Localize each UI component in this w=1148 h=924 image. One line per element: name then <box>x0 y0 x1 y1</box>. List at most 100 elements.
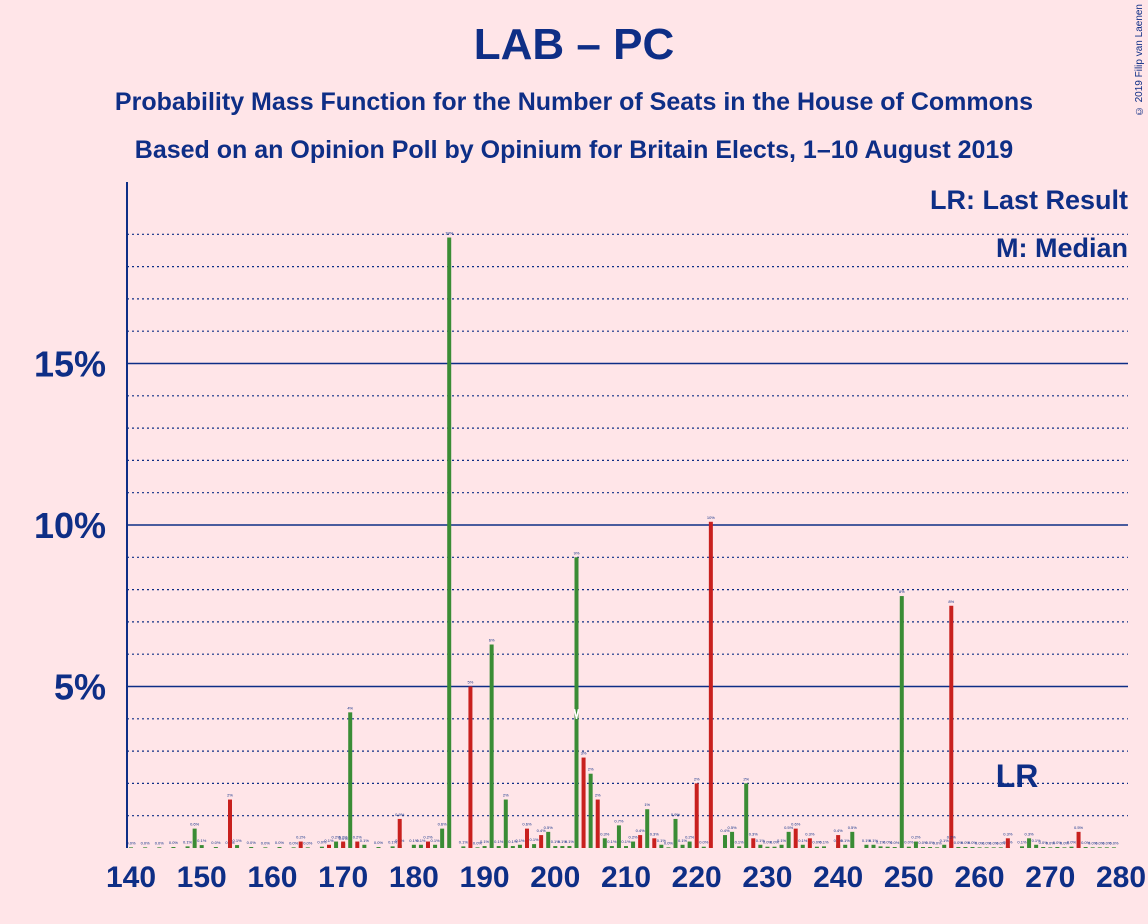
bar <box>631 841 636 848</box>
bar <box>730 831 735 848</box>
bar <box>1083 847 1088 848</box>
bar-value-label: 0.0% <box>904 840 914 845</box>
bar <box>645 809 650 848</box>
bar <box>956 847 961 848</box>
bar-value-label: 0.2% <box>332 835 342 840</box>
bar <box>1005 838 1010 848</box>
bar-value-label: 0.1% <box>551 839 561 844</box>
bar-value-label: 0.0% <box>275 840 285 845</box>
bar <box>673 818 678 848</box>
bar-value-label: 0.1% <box>431 838 441 843</box>
bar <box>418 844 423 848</box>
bar <box>913 841 918 848</box>
bar <box>779 844 784 848</box>
bar <box>192 828 197 848</box>
bar <box>341 841 346 848</box>
bar <box>143 847 148 848</box>
bar-value-label: 0.9% <box>395 812 405 817</box>
bar-value-label: 5% <box>468 680 474 685</box>
bar-value-label: 0.1% <box>777 838 787 843</box>
bar-value-label: 0.3% <box>600 831 610 836</box>
bar-value-label: 0.0% <box>763 840 773 845</box>
bar-value-label: 0.1% <box>558 839 568 844</box>
bar <box>616 825 621 848</box>
bar <box>319 846 324 848</box>
bar <box>991 847 996 848</box>
bar-value-label: 0.1% <box>515 838 525 843</box>
x-tick-label: 180 <box>389 861 439 894</box>
bar-value-label: 0.0% <box>261 840 271 845</box>
bar-value-label: 0.0% <box>975 840 985 845</box>
bar-value-label: 0.0% <box>211 840 221 845</box>
bar-value-label: 0.0% <box>289 840 299 845</box>
bar <box>581 757 586 848</box>
bar-value-label: 0.0% <box>968 840 978 845</box>
bar-value-label: 0.0% <box>1046 840 1056 845</box>
bar <box>1019 846 1024 848</box>
bar-value-label: 0.5% <box>1074 825 1084 830</box>
bar-value-label: 9% <box>574 550 580 555</box>
bar <box>906 846 911 848</box>
bar <box>235 845 240 848</box>
bar <box>814 846 819 848</box>
chart-subtitle-1: Probability Mass Function for the Number… <box>114 88 1034 116</box>
bar-value-label: 0.6% <box>438 822 448 827</box>
bar <box>157 847 162 848</box>
bar-value-label: 10% <box>707 515 715 520</box>
bar-value-label: 0.1% <box>735 839 745 844</box>
bar <box>850 831 855 848</box>
bar-value-label: 0.1% <box>183 839 193 844</box>
bar <box>836 835 841 848</box>
bar <box>595 799 600 848</box>
bar-value-label: 0.5% <box>784 825 794 830</box>
bar-value-label: 0.0% <box>141 840 151 845</box>
bar-value-label: 0.0% <box>918 840 928 845</box>
bar-value-label: 0.0% <box>890 840 900 845</box>
bar-value-label: 0.0% <box>374 840 384 845</box>
bar <box>744 783 749 848</box>
bar-value-label: 0.2% <box>947 835 957 840</box>
bar-value-label: 0.5% <box>728 825 738 830</box>
bar-value-label: 0.0% <box>1053 840 1063 845</box>
bar <box>546 831 551 848</box>
bar <box>1034 844 1039 848</box>
bar <box>963 847 968 848</box>
bar <box>871 844 876 848</box>
chart-title: LAB – PC <box>473 20 675 69</box>
bar-value-label: 0.2% <box>296 835 306 840</box>
bar <box>213 847 218 848</box>
bar <box>326 844 331 848</box>
bar-value-label: 0.5% <box>544 825 554 830</box>
bar-value-label: 0.0% <box>1109 840 1119 845</box>
bar-value-label: 0.0% <box>169 840 179 845</box>
bar-value-label: 0.0% <box>933 840 943 845</box>
bar-value-label: 0.0% <box>1102 840 1112 845</box>
bar-value-label: 0.0% <box>126 840 136 845</box>
bar <box>652 838 657 848</box>
bar-value-label: 0.4% <box>834 828 844 833</box>
bar <box>1097 847 1102 848</box>
bar <box>461 846 466 848</box>
bar-value-label: 0.2% <box>685 835 695 840</box>
bar <box>708 521 713 848</box>
bar-value-label: 0.0% <box>473 840 483 845</box>
bar-value-label: 0.2% <box>911 835 921 840</box>
bar-value-label: 0.0% <box>770 840 780 845</box>
bar-value-label: 0.1% <box>1032 838 1042 843</box>
bar-value-label: 0.0% <box>303 840 313 845</box>
bar-value-label: 0.0% <box>699 840 709 845</box>
bar-value-label: 1% <box>644 802 650 807</box>
x-tick-label: 150 <box>177 861 227 894</box>
bar-value-label: 0.0% <box>1067 840 1077 845</box>
bar-value-label: 0.0% <box>996 840 1006 845</box>
bar <box>524 828 529 848</box>
bar-value-label: 0.5% <box>848 825 858 830</box>
bar-value-label: 0.4% <box>720 828 730 833</box>
bar <box>482 846 487 848</box>
bar-value-label: 0.0% <box>155 840 165 845</box>
bar <box>574 557 579 848</box>
bar <box>737 846 742 848</box>
bar-value-label: 0.0% <box>1039 840 1049 845</box>
bar-value-label: 0.1% <box>494 839 504 844</box>
bar <box>920 847 925 848</box>
